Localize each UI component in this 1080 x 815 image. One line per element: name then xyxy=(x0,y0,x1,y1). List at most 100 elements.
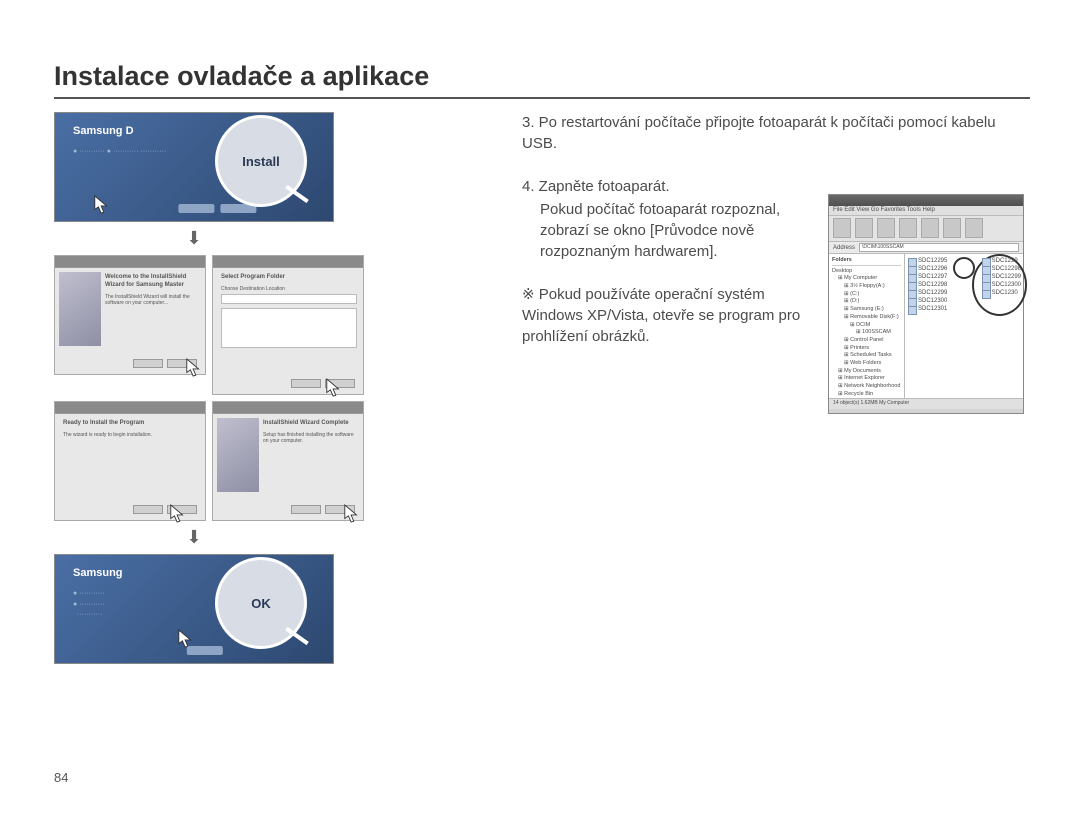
magnifier-label: OK xyxy=(251,596,271,611)
file-item: SDC12299 xyxy=(908,289,947,297)
dialog-body: Ready to Install the Program The wizard … xyxy=(63,420,199,438)
address-input: \DCIM\100SSCAM xyxy=(859,243,1019,252)
dialog-body: Select Program Folder Choose Destination… xyxy=(221,274,357,348)
dialog-titlebar xyxy=(213,256,363,268)
panel-lines: ● ··········· ● ··········· ··········· xyxy=(73,147,166,158)
tree-header: Folders xyxy=(832,257,901,266)
file-pane: SDC12295SDC12296SDC12297SDC12298SDC12299… xyxy=(905,254,1023,398)
dialog-heading: InstallShield Wizard Complete xyxy=(263,420,357,428)
toolbar-icon xyxy=(965,218,983,238)
dialog-btn xyxy=(291,505,321,514)
tree-item: ⊞ Network Neighborhood xyxy=(832,383,901,391)
file-item: SDC12295 xyxy=(908,257,947,265)
cursor-icon xyxy=(177,629,195,649)
dialog-text: The InstallShield Wizard will install th… xyxy=(105,294,199,307)
toolbar-icon xyxy=(943,218,961,238)
cursor-icon xyxy=(343,504,361,524)
address-label: Address xyxy=(833,245,855,251)
file-item: SDC12300 xyxy=(982,281,1021,289)
magnifier-handle-icon xyxy=(285,627,309,645)
explorer-window: File Edit View Go Favorites Tools Help A… xyxy=(828,194,1024,414)
dialog-select-folder: Select Program Folder Choose Destination… xyxy=(212,255,364,395)
dialog-titlebar xyxy=(213,402,363,414)
magnifier-label: Install xyxy=(242,154,280,169)
dialog-heading: Welcome to the InstallShield Wizard for … xyxy=(105,274,199,290)
dialog-titlebar xyxy=(55,402,205,414)
dialog-body: Welcome to the InstallShield Wizard for … xyxy=(105,274,199,307)
tree-item: ⊞ Scheduled Tasks xyxy=(832,352,901,360)
file-item: SDC12296 xyxy=(908,265,947,273)
tree-item: ⊞ DCIM xyxy=(832,322,901,330)
tree-item: ⊞ (D:) xyxy=(832,298,901,306)
instruction-3: 3. Po restartování počítače připojte fot… xyxy=(522,112,1032,154)
magnifier: Install xyxy=(215,115,325,225)
toolbar-icon xyxy=(855,218,873,238)
toolbar-icon xyxy=(877,218,895,238)
listbox xyxy=(221,308,357,348)
file-item: SDC12301 xyxy=(908,305,947,313)
tree-item: ⊞ (C:) xyxy=(832,291,901,299)
magnifier: OK xyxy=(215,557,325,667)
dialog-ready: Ready to Install the Program The wizard … xyxy=(54,401,206,521)
explorer-body: Folders Desktop⊞ My Computer⊞ 3½ Floppy(A… xyxy=(829,254,1023,398)
dialog-btn xyxy=(133,359,163,368)
brand-label: Samsung xyxy=(73,567,123,579)
explorer-toolbar xyxy=(829,216,1023,242)
dialog-side-graphic xyxy=(217,418,259,492)
toolbar-icon xyxy=(833,218,851,238)
tree-item: ⊞ Web Folders xyxy=(832,360,901,368)
dialog-body: InstallShield Wizard Complete Setup has … xyxy=(263,420,357,445)
explorer-titlebar xyxy=(829,195,1023,206)
tree-item: ⊞ 100SSCAM xyxy=(832,329,901,337)
highlight-circle-icon xyxy=(953,257,975,279)
install-panel-1: Samsung D ● ··········· ● ··········· ··… xyxy=(54,112,334,222)
cursor-icon xyxy=(185,358,203,378)
tree-item: ⊞ 3½ Floppy(A:) xyxy=(832,283,901,291)
dialog-text: The wizard is ready to begin installatio… xyxy=(63,432,199,439)
toolbar-icon xyxy=(899,218,917,238)
file-item: SDC1229 xyxy=(982,257,1021,265)
file-item: SDC12298 xyxy=(982,265,1021,273)
magnifier-handle-icon xyxy=(285,185,309,203)
brand-label: Samsung D xyxy=(73,125,134,137)
tree-item: ⊞ Recycle Bin xyxy=(832,391,901,399)
tree-item: ⊞ Control Panel xyxy=(832,337,901,345)
cursor-icon xyxy=(93,195,111,215)
panel-lines: ● ···········● ··········· ··········· xyxy=(73,589,105,621)
explorer-statusbar: 14 object(s) 1.62MB My Computer xyxy=(829,398,1023,409)
input-line xyxy=(221,294,357,304)
cursor-icon xyxy=(325,378,343,398)
step4-text: 4. Zapněte fotoaparát. xyxy=(522,176,802,197)
dialog-side-graphic xyxy=(59,272,101,346)
dialog-titlebar xyxy=(55,256,205,268)
dialog-row-1: Welcome to the InstallShield Wizard for … xyxy=(54,255,364,395)
left-column: Samsung D ● ··········· ● ··········· ··… xyxy=(54,112,364,670)
install-panel-2: Samsung ● ···········● ··········· ·····… xyxy=(54,554,334,664)
file-item: SDC12299 xyxy=(982,273,1021,281)
file-item: SDC12298 xyxy=(908,281,947,289)
file-item: SDC1230 xyxy=(982,289,1021,297)
instruction-4: 4. Zapněte fotoaparát. Pokud počítač fot… xyxy=(522,176,802,262)
dialog-complete: InstallShield Wizard Complete Setup has … xyxy=(212,401,364,521)
tree-item: Desktop xyxy=(832,268,901,276)
page-number: 84 xyxy=(54,770,68,785)
tree-item: ⊞ My Documents xyxy=(832,368,901,376)
dialog-heading: Select Program Folder xyxy=(221,274,357,282)
step4-detail: Pokud počítač fotoaparát rozpoznal, zobr… xyxy=(540,199,802,262)
magnifier-circle: OK xyxy=(215,557,307,649)
tree-item: ⊞ My Computer xyxy=(832,275,901,283)
dialog-btn xyxy=(133,505,163,514)
dialog-heading: Ready to Install the Program xyxy=(63,420,199,428)
tree-item: ⊞ Internet Explorer xyxy=(832,375,901,383)
step3-text: 3. Po restartování počítače připojte fot… xyxy=(522,114,996,152)
toolbar-icon xyxy=(921,218,939,238)
dialog-welcome: Welcome to the InstallShield Wizard for … xyxy=(54,255,206,375)
tree-item: ⊞ Removable Disk(F:) xyxy=(832,314,901,322)
explorer-address-bar: Address \DCIM\100SSCAM xyxy=(829,242,1023,254)
mini-btn xyxy=(178,204,214,213)
arrow-down-icon: ⬇ xyxy=(54,228,334,249)
dialog-row-2: Ready to Install the Program The wizard … xyxy=(54,401,364,521)
explorer-menu: File Edit View Go Favorites Tools Help xyxy=(829,206,1023,216)
tree-item: ⊞ Samsung (E:) xyxy=(832,306,901,314)
page-title: Instalace ovladače a aplikace xyxy=(54,61,429,92)
